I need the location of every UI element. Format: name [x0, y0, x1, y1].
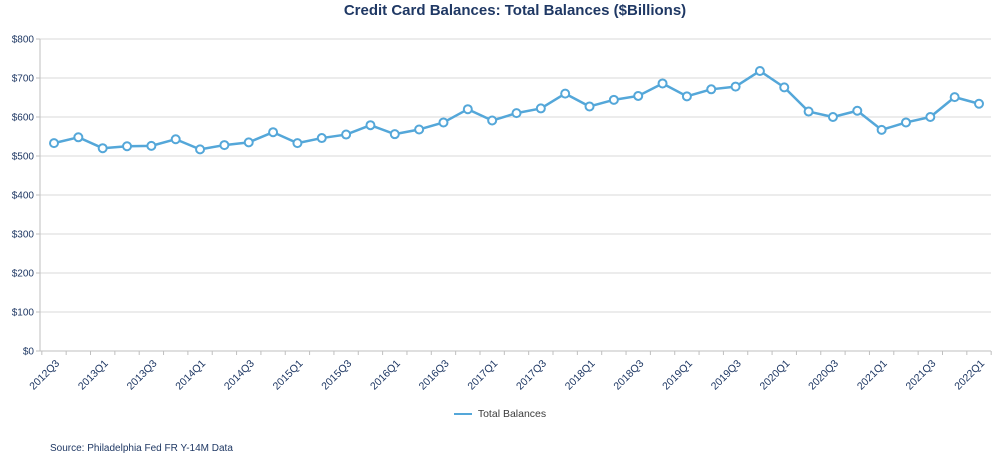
- y-tick-label: $400: [12, 191, 35, 202]
- chart-title: Credit Card Balances: Total Balances ($B…: [343, 2, 687, 19]
- x-tick-label: 2018Q3: [611, 358, 646, 393]
- data-point-marker: [438, 117, 449, 128]
- legend-label: Total Balances: [477, 408, 547, 420]
- x-tick-label: 2013Q3: [125, 358, 160, 393]
- y-tick-label: $300: [12, 230, 35, 241]
- data-point-marker: [73, 132, 84, 143]
- axis-lines: [39, 39, 991, 352]
- data-point-marker: [657, 78, 668, 89]
- x-tick-label: 2019Q3: [709, 358, 744, 393]
- data-point-marker: [852, 105, 863, 116]
- data-point-marker: [146, 140, 157, 151]
- data-point-marker: [316, 133, 327, 144]
- data-point-marker: [779, 82, 790, 93]
- data-point-marker: [365, 120, 376, 131]
- x-tick-label: 2012Q3: [27, 358, 62, 393]
- x-tick-label: 2016Q1: [368, 358, 403, 393]
- data-point-marker: [487, 115, 498, 126]
- y-tick-label: $500: [12, 152, 35, 163]
- x-tick-label: 2015Q3: [319, 358, 354, 393]
- x-tick-label: 2017Q1: [465, 358, 500, 393]
- source-note: Source: Philadelphia Fed FR Y-14M Data: [50, 443, 233, 454]
- x-tick-label: 2017Q3: [514, 358, 549, 393]
- data-point-marker: [584, 101, 595, 112]
- x-tick-label: 2020Q3: [806, 358, 841, 393]
- series-markers: [49, 65, 984, 155]
- x-axis-labels: 2012Q3 2013Q1 2013Q3 2014Q1 2014Q3 2015Q1 2015…: [27, 358, 987, 393]
- data-point-marker: [730, 81, 741, 92]
- x-tick-label: 2020Q1: [757, 358, 792, 393]
- data-point-marker: [292, 138, 303, 149]
- x-tick-label: 2015Q1: [271, 358, 306, 393]
- data-point-marker: [633, 90, 644, 101]
- data-point-marker: [560, 88, 571, 99]
- data-point-marker: [414, 124, 425, 135]
- y-tick-label: $100: [12, 308, 35, 319]
- chart-legend: Total Balances: [0, 408, 1000, 420]
- data-point-marker: [827, 112, 838, 122]
- axis-ticks: [36, 38, 992, 355]
- data-point-marker: [876, 124, 887, 135]
- data-point-marker: [974, 98, 984, 109]
- data-point-marker: [925, 112, 936, 122]
- x-tick-label: 2014Q3: [222, 358, 257, 393]
- data-point-marker: [341, 129, 352, 140]
- data-point-marker: [389, 129, 400, 140]
- data-point-marker: [511, 108, 522, 119]
- x-tick-label: 2019Q1: [660, 358, 695, 393]
- data-point-marker: [49, 138, 59, 149]
- y-tick-label: $200: [12, 269, 35, 280]
- data-point-marker: [243, 137, 254, 148]
- x-tick-label: 2022Q1: [952, 358, 987, 393]
- data-point-marker: [535, 103, 546, 114]
- data-point-marker: [608, 94, 619, 105]
- y-tick-label: $800: [12, 35, 35, 46]
- data-point-marker: [122, 141, 133, 152]
- x-tick-label: 2014Q1: [173, 358, 208, 393]
- legend-line-swatch: [453, 413, 472, 415]
- data-point-marker: [170, 134, 181, 145]
- y-tick-label: $700: [12, 74, 35, 85]
- y-gridlines: [40, 38, 991, 313]
- x-tick-label: 2021Q1: [855, 358, 890, 393]
- data-point-marker: [195, 144, 206, 155]
- data-point-marker: [97, 143, 108, 154]
- data-point-marker: [219, 140, 230, 151]
- x-tick-label: 2021Q3: [904, 358, 939, 393]
- x-tick-label: 2013Q1: [76, 358, 111, 393]
- data-point-marker: [706, 84, 717, 95]
- y-tick-label: $600: [12, 113, 35, 124]
- data-point-marker: [754, 65, 765, 76]
- data-point-marker: [268, 127, 279, 138]
- x-tick-label: 2018Q1: [563, 358, 598, 393]
- data-point-marker: [949, 92, 960, 103]
- data-point-marker: [803, 106, 814, 117]
- y-tick-label: $0: [23, 347, 35, 358]
- y-axis-labels: $0 $100 $200 $300 $400 $500 $600 $700 $800: [12, 35, 35, 358]
- data-point-marker: [462, 104, 473, 115]
- data-point-marker: [900, 117, 911, 128]
- x-tick-label: 2016Q3: [417, 358, 452, 393]
- data-point-marker: [681, 91, 692, 102]
